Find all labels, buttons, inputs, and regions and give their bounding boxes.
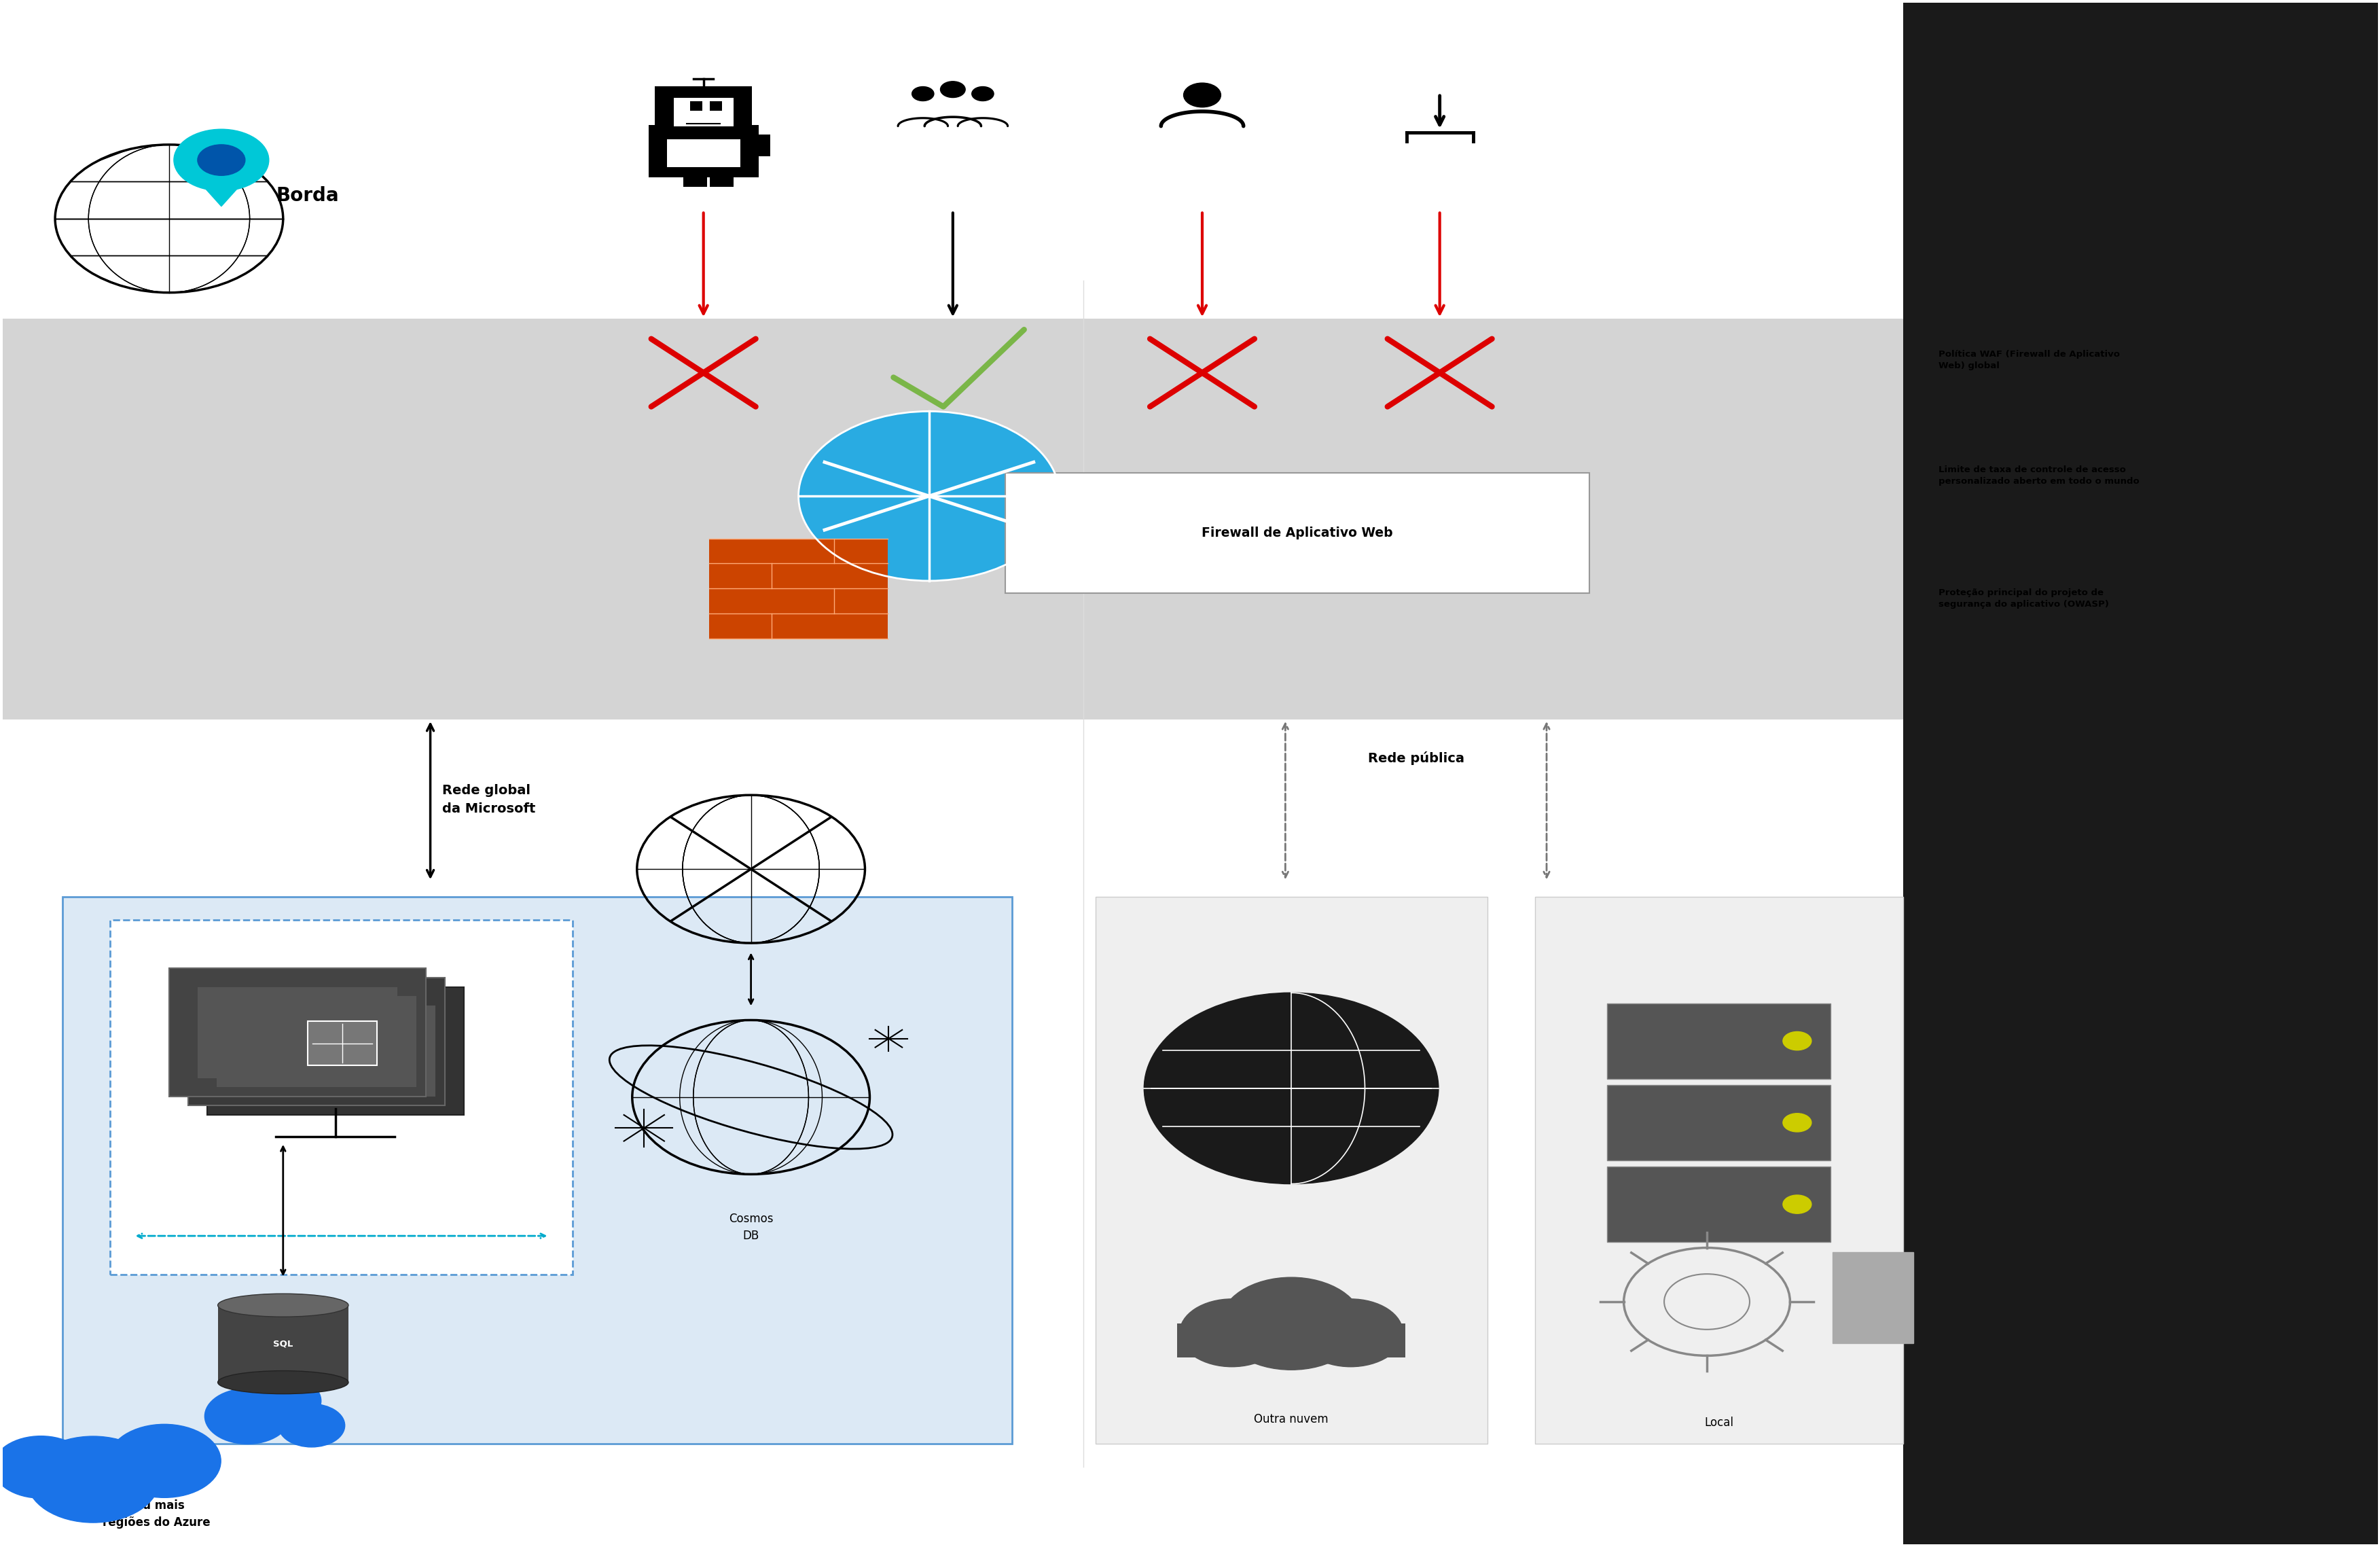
Circle shape: [198, 144, 245, 175]
FancyBboxPatch shape: [2, 319, 1902, 719]
Circle shape: [26, 1436, 159, 1522]
FancyBboxPatch shape: [1607, 1166, 1830, 1242]
FancyBboxPatch shape: [654, 87, 752, 138]
Circle shape: [1183, 84, 1221, 107]
FancyBboxPatch shape: [307, 1021, 376, 1066]
Circle shape: [1783, 1032, 1811, 1050]
Polygon shape: [188, 169, 255, 206]
FancyBboxPatch shape: [674, 97, 733, 127]
Circle shape: [278, 1405, 345, 1446]
FancyBboxPatch shape: [690, 102, 702, 111]
Circle shape: [0, 1436, 88, 1497]
Ellipse shape: [217, 1371, 347, 1394]
Circle shape: [1783, 1194, 1811, 1213]
Circle shape: [1180, 1299, 1283, 1366]
Text: SQL: SQL: [274, 1340, 293, 1349]
FancyBboxPatch shape: [659, 135, 683, 156]
Ellipse shape: [217, 1293, 347, 1316]
Circle shape: [1219, 1278, 1361, 1369]
FancyBboxPatch shape: [1178, 1324, 1404, 1358]
Circle shape: [245, 1377, 321, 1425]
Circle shape: [1783, 1114, 1811, 1132]
FancyBboxPatch shape: [747, 135, 769, 156]
FancyBboxPatch shape: [709, 102, 721, 111]
FancyBboxPatch shape: [169, 968, 426, 1097]
FancyBboxPatch shape: [188, 978, 445, 1106]
FancyBboxPatch shape: [62, 897, 1011, 1443]
Text: Cosmos
DB: Cosmos DB: [728, 1213, 773, 1242]
Text: Borda: Borda: [276, 186, 338, 206]
FancyBboxPatch shape: [666, 139, 740, 167]
Circle shape: [205, 1389, 290, 1443]
Text: Firewall de Aplicativo Web: Firewall de Aplicativo Web: [1202, 526, 1392, 540]
Circle shape: [912, 87, 933, 101]
FancyBboxPatch shape: [236, 1006, 436, 1097]
FancyBboxPatch shape: [1607, 1084, 1830, 1160]
FancyBboxPatch shape: [1902, 3, 2378, 1544]
Text: Uma ou mais
regiões do Azure: Uma ou mais regiões do Azure: [102, 1499, 209, 1528]
Text: Proteção principal do projeto de
segurança do aplicativo (OWASP): Proteção principal do projeto de seguran…: [1937, 588, 2109, 610]
FancyBboxPatch shape: [207, 987, 464, 1115]
Circle shape: [55, 144, 283, 292]
Text: Rede global
da Microsoft: Rede global da Microsoft: [443, 784, 536, 815]
Circle shape: [107, 1425, 221, 1497]
FancyBboxPatch shape: [647, 125, 759, 176]
FancyBboxPatch shape: [217, 1306, 347, 1383]
FancyBboxPatch shape: [709, 167, 733, 187]
Text: Limite de taxa de controle de acesso
personalizado aberto em todo o mundo: Limite de taxa de controle de acesso per…: [1937, 466, 2140, 486]
Circle shape: [174, 130, 269, 190]
Circle shape: [940, 82, 964, 97]
Text: Outra nuvem: Outra nuvem: [1254, 1414, 1328, 1425]
FancyBboxPatch shape: [1535, 897, 1902, 1443]
Text: Rede pública: Rede pública: [1368, 752, 1464, 764]
FancyBboxPatch shape: [198, 987, 397, 1078]
Circle shape: [971, 87, 992, 101]
Circle shape: [797, 412, 1059, 580]
FancyBboxPatch shape: [1004, 473, 1590, 593]
Text: Local: Local: [1704, 1417, 1733, 1428]
FancyBboxPatch shape: [1095, 897, 1488, 1443]
FancyBboxPatch shape: [1607, 1002, 1830, 1078]
FancyBboxPatch shape: [683, 167, 707, 187]
FancyBboxPatch shape: [217, 996, 416, 1088]
FancyBboxPatch shape: [1833, 1253, 1914, 1343]
FancyBboxPatch shape: [109, 920, 574, 1275]
Circle shape: [1145, 993, 1438, 1183]
FancyBboxPatch shape: [709, 538, 888, 639]
Circle shape: [1297, 1299, 1402, 1366]
Text: Política WAF (Firewall de Aplicativo
Web) global: Política WAF (Firewall de Aplicativo Web…: [1937, 350, 2118, 370]
